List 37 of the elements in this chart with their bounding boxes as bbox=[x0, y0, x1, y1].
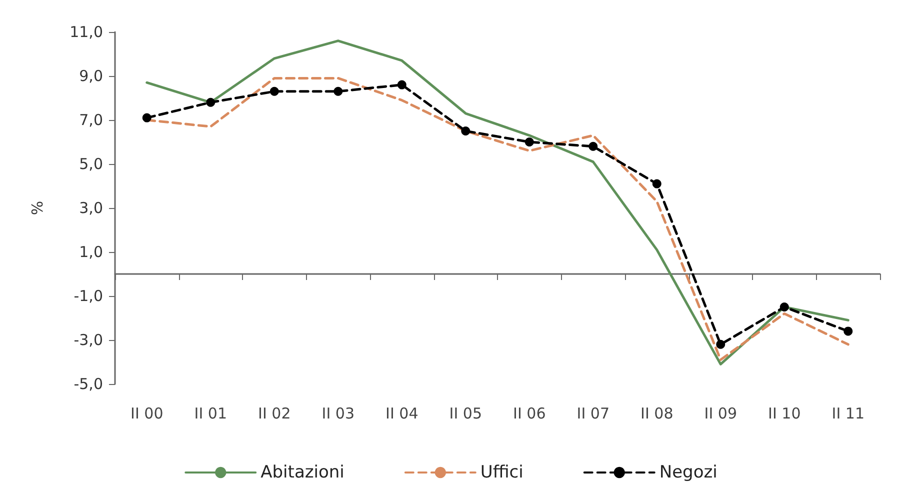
y-tick-label: 11,0 bbox=[70, 23, 103, 41]
x-tick-label: II 08 bbox=[640, 404, 674, 422]
point bbox=[588, 142, 598, 151]
point bbox=[397, 80, 406, 90]
point bbox=[524, 138, 534, 146]
y-tick-label: -3,0 bbox=[74, 331, 103, 349]
y-tick-label: 9,0 bbox=[79, 67, 103, 85]
point bbox=[142, 113, 152, 122]
point bbox=[844, 326, 853, 336]
point bbox=[270, 86, 279, 96]
legend-label: Uffici bbox=[480, 462, 524, 482]
x-tick-label: II 05 bbox=[449, 404, 482, 422]
y-tick-label: 7,0 bbox=[79, 111, 103, 129]
x-tick-label: II 00 bbox=[130, 404, 164, 422]
x-tick-label: II 10 bbox=[768, 404, 801, 422]
point bbox=[206, 98, 216, 107]
x-tick-label: II 01 bbox=[194, 404, 227, 422]
x-tick-label: II 09 bbox=[704, 404, 737, 422]
point bbox=[652, 179, 662, 188]
legend-label: Abitazioni bbox=[260, 462, 344, 482]
point bbox=[716, 340, 726, 349]
x-tick-label: II 03 bbox=[322, 404, 354, 422]
y-tick-label: 3,0 bbox=[79, 199, 103, 217]
y-tick-label: -1,0 bbox=[74, 287, 103, 305]
x-tick-label: II 04 bbox=[386, 404, 418, 422]
y-tick-label: -5,0 bbox=[74, 375, 103, 393]
point bbox=[334, 86, 343, 96]
y-axis-title: % bbox=[28, 200, 46, 216]
x-tick-label: II 02 bbox=[258, 404, 291, 422]
legend-label: Negozi bbox=[659, 462, 718, 482]
point bbox=[780, 302, 789, 312]
x-tick-label: II 06 bbox=[513, 404, 546, 422]
y-tick-label: 5,0 bbox=[79, 155, 103, 173]
x-tick-label: II 07 bbox=[576, 404, 610, 422]
point bbox=[461, 126, 470, 136]
x-tick-label: II 11 bbox=[832, 404, 864, 422]
y-tick-label: 1,0 bbox=[79, 243, 103, 261]
